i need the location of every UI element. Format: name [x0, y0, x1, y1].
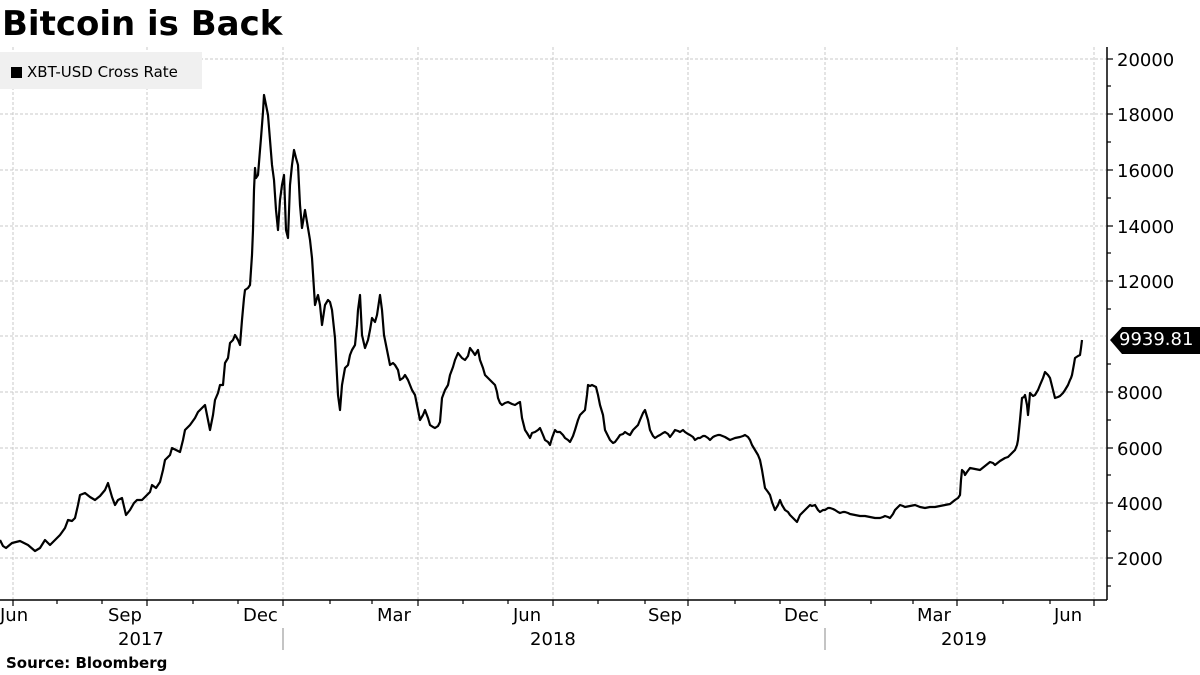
y-tick-labels: 20000 18000 16000 14000 12000 8000 6000 …	[1117, 50, 1174, 570]
svg-text:6000: 6000	[1117, 439, 1163, 460]
svg-text:14000: 14000	[1117, 217, 1174, 238]
y-axis-ticks	[1107, 58, 1113, 587]
last-value-badge-shape	[1110, 327, 1200, 354]
year-separators	[282, 628, 826, 650]
svg-text:Mar: Mar	[377, 605, 412, 626]
x-year-labels: 2017 2018 2019	[118, 629, 987, 650]
x-axis-ticks	[12, 600, 1095, 606]
svg-text:Dec: Dec	[784, 605, 819, 626]
svg-text:Mar: Mar	[917, 605, 952, 626]
svg-text:8000: 8000	[1117, 383, 1163, 404]
svg-text:18000: 18000	[1117, 105, 1174, 126]
last-value-badge: 9939.81	[1119, 329, 1194, 350]
svg-text:Jun: Jun	[1053, 605, 1082, 626]
legend-label-xbt-usd: XBT-USD Cross Rate	[27, 63, 178, 81]
svg-text:Dec: Dec	[243, 605, 278, 626]
price-line	[0, 93, 1084, 553]
svg-text:20000: 20000	[1117, 50, 1174, 71]
svg-text:2000: 2000	[1117, 549, 1163, 570]
svg-text:Jun: Jun	[512, 605, 541, 626]
source-note: Source: Bloomberg	[6, 654, 168, 672]
svg-text:Sep: Sep	[108, 605, 142, 626]
x-month-labels: Jun Sep Dec Mar Jun Sep Dec Mar Jun	[0, 605, 1082, 626]
svg-text:Jun: Jun	[0, 605, 28, 626]
svg-text:4000: 4000	[1117, 494, 1163, 515]
svg-text:2017: 2017	[118, 629, 164, 650]
vertical-gridlines	[12, 47, 1095, 600]
svg-text:2018: 2018	[530, 629, 576, 650]
svg-text:12000: 12000	[1117, 272, 1174, 293]
svg-text:2019: 2019	[941, 629, 987, 650]
chart-title: Bitcoin is Back	[2, 4, 283, 44]
legend-swatch-xbt-usd	[11, 67, 22, 78]
legend	[0, 52, 202, 89]
svg-text:16000: 16000	[1117, 161, 1174, 182]
svg-text:Sep: Sep	[648, 605, 682, 626]
